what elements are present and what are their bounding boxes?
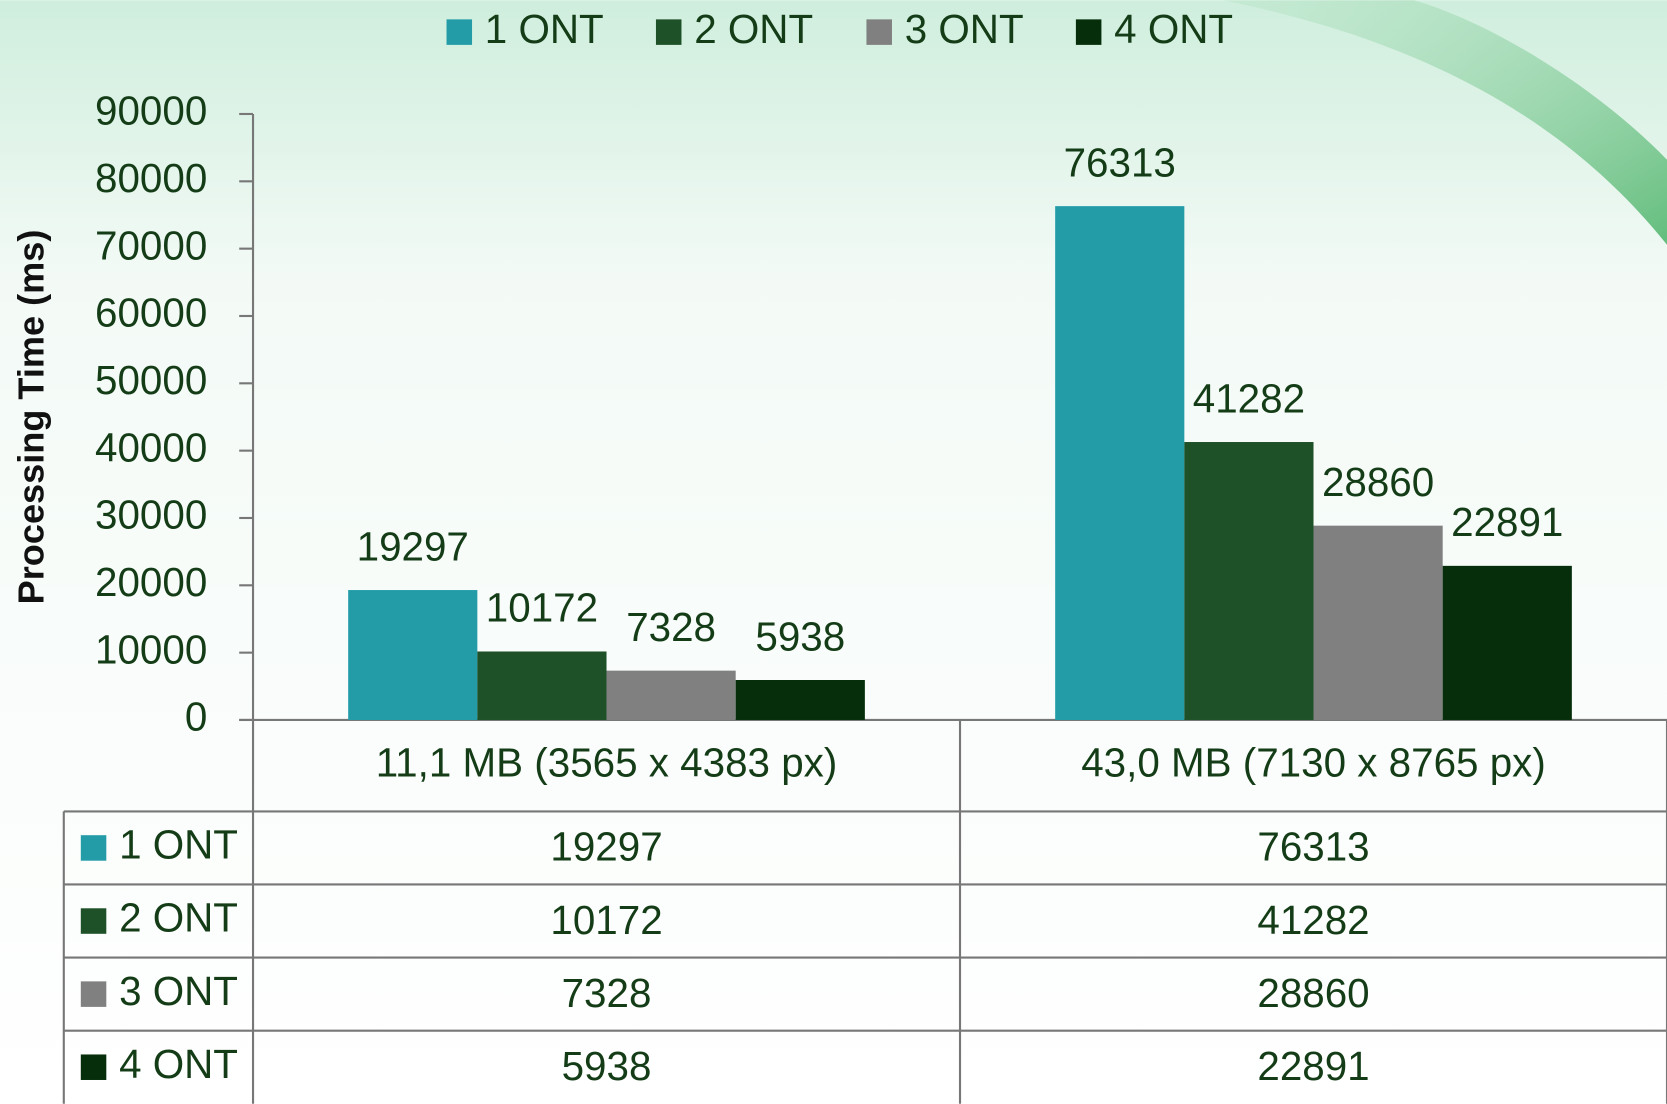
y-tick-label: 90000 (95, 88, 207, 134)
data-label: 5938 (755, 613, 845, 659)
table-swatch (80, 908, 107, 934)
legend-label: 1 ONT (485, 6, 604, 52)
data-label: 28860 (1322, 459, 1434, 505)
legend-label: 2 ONT (694, 6, 813, 52)
table-cell: 41282 (1257, 897, 1369, 943)
data-label: 41282 (1193, 375, 1305, 421)
table-row-label: 3 ONT (119, 968, 238, 1014)
bar (1313, 525, 1443, 720)
table-swatch (80, 835, 107, 861)
data-label: 76313 (1064, 139, 1176, 185)
bar (606, 670, 736, 720)
y-tick-label: 30000 (95, 492, 207, 538)
bar (1442, 565, 1572, 720)
y-tick-label: 20000 (95, 559, 207, 605)
table-cell: 7328 (562, 970, 652, 1016)
x-tick-label: 43,0 MB (7130 x 8765 px) (1081, 739, 1546, 785)
data-label: 7328 (626, 604, 716, 650)
legend-swatch (655, 19, 682, 45)
legend-swatch (866, 19, 892, 45)
y-tick-label: 70000 (95, 222, 207, 268)
y-tick-label: 60000 (95, 290, 207, 336)
y-tick-label: 50000 (95, 357, 207, 403)
legend-label: 3 ONT (905, 6, 1024, 52)
table-row-label: 4 ONT (119, 1041, 238, 1087)
table-cell: 10172 (550, 897, 662, 943)
legend-swatch (1075, 19, 1102, 45)
data-label: 10172 (486, 585, 598, 631)
y-tick-label: 80000 (95, 155, 207, 201)
table-cell: 28860 (1257, 970, 1369, 1016)
data-label: 19297 (357, 523, 469, 569)
bar (1055, 206, 1185, 720)
table-cell: 76313 (1257, 824, 1369, 870)
y-tick-label: 0 (185, 694, 207, 740)
bar (348, 590, 478, 720)
x-tick-label: 11,1 MB (3565 x 4383 px) (376, 739, 838, 785)
bar (735, 679, 865, 720)
decoration (1222, 0, 1667, 245)
legend-swatch (446, 19, 473, 45)
table-swatch (80, 1054, 107, 1080)
bar (1184, 442, 1314, 720)
table-row-label: 1 ONT (119, 822, 238, 868)
bar (477, 651, 607, 720)
data-label: 22891 (1451, 499, 1563, 545)
table-cell: 22891 (1257, 1043, 1369, 1089)
y-tick-label: 40000 (95, 424, 207, 470)
table-row-label: 2 ONT (119, 895, 238, 941)
table-swatch (80, 981, 107, 1007)
y-tick-label: 10000 (95, 626, 207, 672)
table-cell: 5938 (562, 1043, 652, 1089)
legend-label: 4 ONT (1114, 6, 1233, 52)
table-cell: 19297 (550, 824, 662, 870)
y-axis-title: Processing Time (ms) (11, 230, 52, 605)
